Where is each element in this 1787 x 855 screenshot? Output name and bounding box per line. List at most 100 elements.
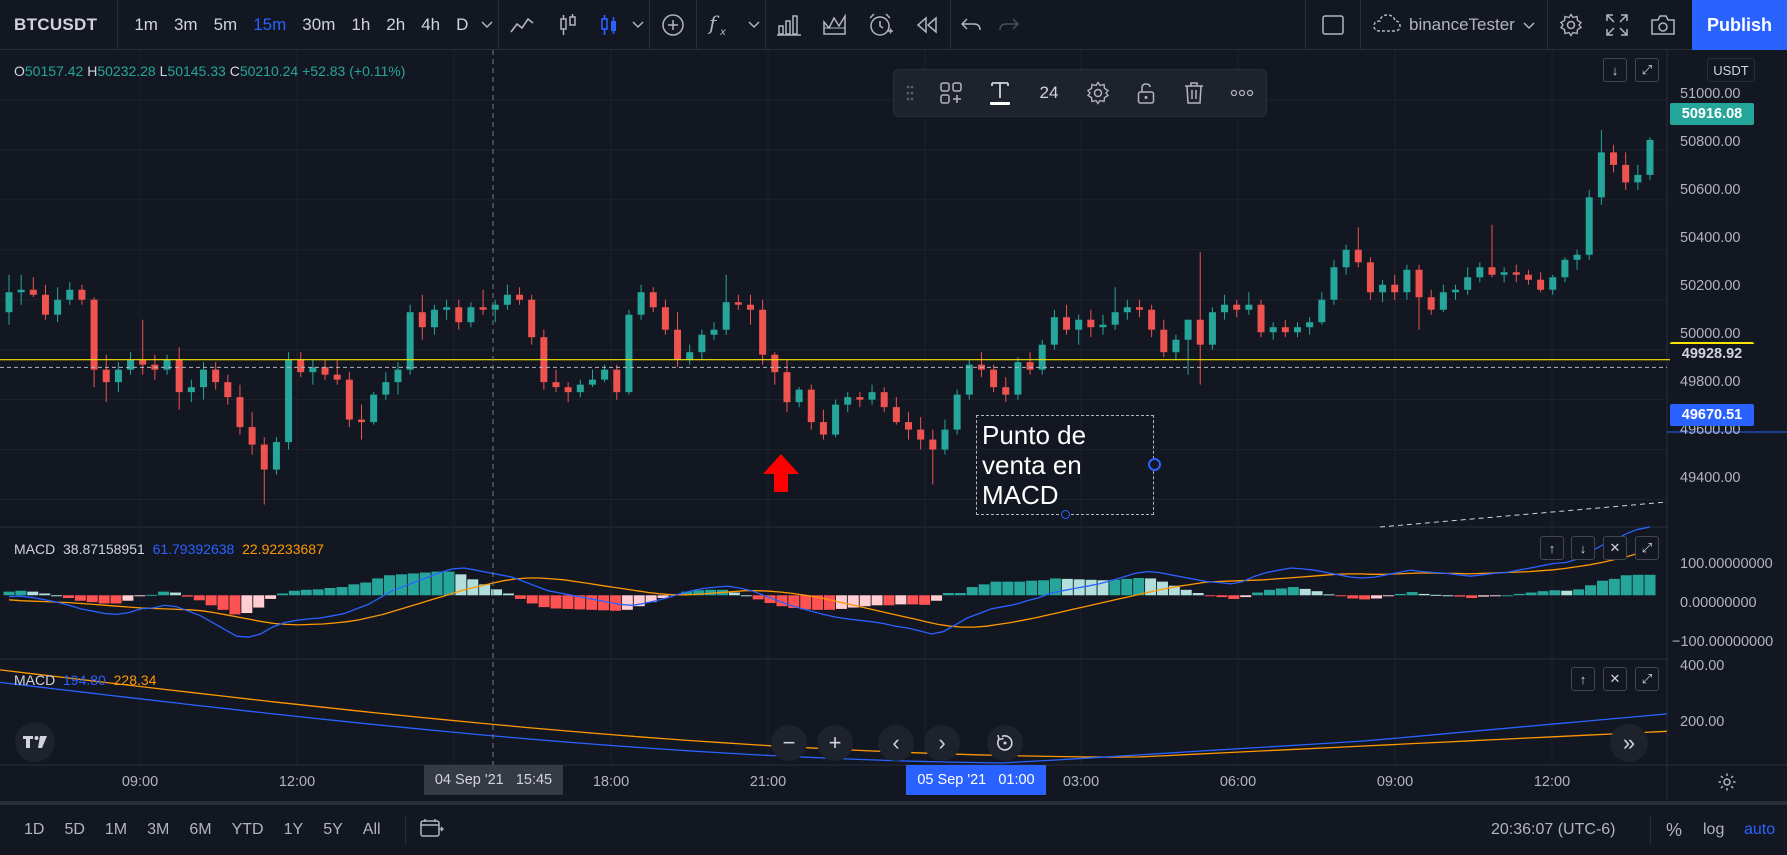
zoom-in-button[interactable]: + [817,725,853,761]
macd-legend-1[interactable]: MACD 38.87158951 61.79392638 22.92233687 [14,541,324,557]
camera-icon[interactable] [1640,0,1686,50]
range-6m[interactable]: 6M [189,821,212,838]
range-1d[interactable]: 1D [24,821,45,838]
add-symbol-icon[interactable] [650,0,696,50]
symbol-search-button[interactable]: BTCUSDT [14,14,98,34]
annotation-anchor-handle[interactable] [1061,510,1070,519]
more-icon[interactable] [1218,70,1266,116]
interval-3m[interactable]: 3m [173,14,198,34]
range-1y[interactable]: 1Y [283,821,304,838]
range-all[interactable]: All [362,821,381,838]
time-tick: 18:00 [592,774,630,790]
fullscreen-icon[interactable] [1594,0,1640,50]
bar-chart-icon[interactable] [545,0,591,50]
financials-icon[interactable] [766,0,812,50]
interval-15m[interactable]: 15m [253,14,287,34]
auto-toggle[interactable]: auto [1744,821,1776,838]
close-icon[interactable]: ✕ [1603,536,1627,560]
interval-1h[interactable]: 1h [351,14,371,34]
interval-d[interactable]: D [456,14,469,34]
clock[interactable]: 20:36:07 (UTC-6) [1491,805,1616,855]
move-down-icon[interactable]: ↓ [1571,536,1595,560]
time-axis-settings-icon[interactable] [1717,772,1737,797]
macd-histogram-bar [1561,590,1573,596]
interval-1m[interactable]: 1m [134,14,158,34]
time-tick: 09:00 [121,774,159,790]
macd-histogram-bar [431,571,443,596]
redo-icon[interactable] [991,0,1027,50]
candle-body [430,309,438,328]
close-icon[interactable]: ✕ [1603,667,1627,691]
macd-histogram-bar [110,595,122,604]
settings-icon[interactable] [1074,70,1122,116]
interval-chevron-down-icon[interactable] [476,0,498,50]
currency-unit-badge[interactable]: USDT [1707,58,1755,82]
macd-histogram-bar [205,595,217,606]
price-tick: 50600.00 [1680,182,1741,198]
move-up-icon[interactable]: ↑ [1540,536,1564,560]
percent-toggle[interactable]: % [1666,819,1683,840]
macd-histogram-bar [514,595,526,599]
move-up-icon[interactable]: ↑ [1571,667,1595,691]
candle-body [503,294,511,305]
lock-icon[interactable] [1122,70,1170,116]
text-color-icon[interactable] [976,70,1024,116]
interval-30m[interactable]: 30m [302,14,336,34]
macd-histogram-bar [1156,581,1168,596]
chart-type-chevron-down-icon[interactable] [627,0,649,50]
candle-body [1476,267,1484,278]
macd-histogram-bar [1240,595,1252,598]
replay-icon[interactable] [904,0,950,50]
object-tree-icon[interactable] [926,70,976,116]
svg-text:x: x [719,27,726,37]
range-1m[interactable]: 1M [104,821,128,838]
candle-body [588,379,596,385]
tradingview-logo[interactable] [15,722,55,762]
go-to-date-icon[interactable] [419,818,444,843]
trash-icon[interactable] [1170,70,1218,116]
candle-body [1427,297,1435,310]
drag-handle-icon[interactable] [894,70,926,116]
scroll-to-realtime-button[interactable]: » [1610,724,1648,762]
annotation-text[interactable]: Punto de venta en MACD [982,420,1087,510]
font-size-selector[interactable]: 24 [1039,83,1059,102]
candle-body [1050,317,1058,345]
maximize-pane-icon[interactable]: ⤢ [1635,536,1659,560]
macd-histogram-bar [847,595,859,608]
interval-5m[interactable]: 5m [213,14,238,34]
scroll-right-button[interactable]: › [924,725,960,761]
candle-body [698,334,706,353]
macd-histogram-bar [1466,595,1478,599]
range-5y[interactable]: 5Y [323,821,343,838]
ohlc-legend: O50157.42 H50232.28 L50145.33 C50210.24 … [14,63,405,79]
text-annotation[interactable]: Punto de venta en MACD [976,415,1154,515]
publish-button[interactable]: Publish [1692,0,1787,50]
scroll-left-button[interactable]: ‹ [878,725,914,761]
candle-body [1269,327,1277,333]
zoom-out-button[interactable]: − [771,725,807,761]
layout-icon[interactable] [1306,0,1360,50]
interval-4h[interactable]: 4h [421,14,441,34]
chart-canvas[interactable] [0,50,1787,801]
range-5d[interactable]: 5D [64,821,85,838]
macd-legend-2[interactable]: MACD 194.80 228.34 [14,672,156,688]
undo-icon[interactable] [951,0,991,50]
candles-icon[interactable] [591,0,627,50]
settings-icon[interactable] [1548,0,1594,50]
reset-chart-button[interactable] [987,725,1023,761]
range-3m[interactable]: 3M [147,821,170,838]
alert-icon[interactable] [858,0,904,50]
maximize-pane-icon[interactable]: ⤢ [1635,58,1659,82]
log-toggle[interactable]: log [1703,821,1725,838]
line-chart-icon[interactable] [499,0,545,50]
indicators-chevron-down-icon[interactable] [743,0,765,50]
move-down-icon[interactable]: ↓ [1603,58,1627,82]
maximize-pane-icon[interactable]: ⤢ [1635,667,1659,691]
account-selector[interactable]: binanceTester [1361,13,1547,38]
annotation-resize-handle[interactable] [1148,458,1161,471]
templates-icon[interactable] [812,0,858,50]
interval-2h[interactable]: 2h [386,14,406,34]
price-tick: 50200.00 [1680,278,1741,294]
range-ytd[interactable]: YTD [231,821,264,838]
